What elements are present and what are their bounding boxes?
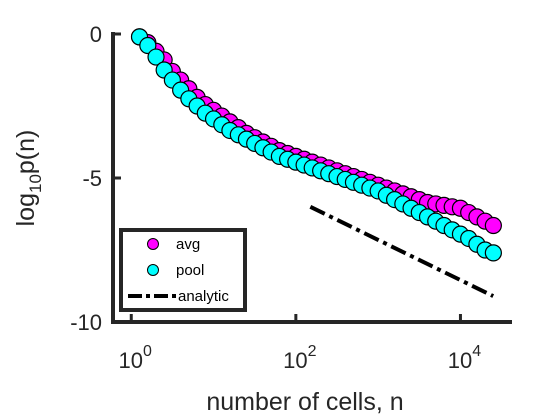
tick-labels: 0 -5 -10 100 102 104: [70, 22, 481, 373]
x-tick-label: 100: [119, 343, 152, 373]
y-tick-label: -5: [82, 166, 102, 191]
y-axis-label-tail: p(n): [12, 130, 40, 174]
legend: avg pool analytic: [119, 228, 247, 312]
series-layer: [130, 28, 502, 298]
series-line-analytic: [309, 205, 495, 298]
legend-label-avg: avg: [176, 236, 200, 253]
data-point-pool: [139, 36, 157, 55]
x-axis-label: number of cells, n: [206, 388, 403, 416]
legend-marker-pool: [147, 264, 159, 276]
legend-label-analytic: analytic: [178, 288, 229, 305]
legend-marker-avg: [147, 238, 159, 250]
data-point-pool: [147, 48, 165, 66]
data-point-avg: [484, 216, 502, 235]
y-axis-label: log10p(n): [12, 130, 45, 227]
series-pool: [130, 28, 502, 262]
x-tick-label: 104: [448, 343, 481, 373]
y-axis-label-sub: 10: [26, 174, 45, 193]
y-tick-label: 0: [90, 22, 102, 47]
y-axis-label-base: log: [12, 193, 40, 226]
y-tick-label: -10: [70, 310, 102, 335]
legend-label-pool: pool: [176, 262, 204, 279]
data-point-pool: [484, 244, 502, 262]
x-tick-label: 102: [283, 343, 316, 373]
series-analytic: [309, 205, 495, 298]
series-avg: [130, 28, 502, 235]
axes: [111, 32, 512, 324]
